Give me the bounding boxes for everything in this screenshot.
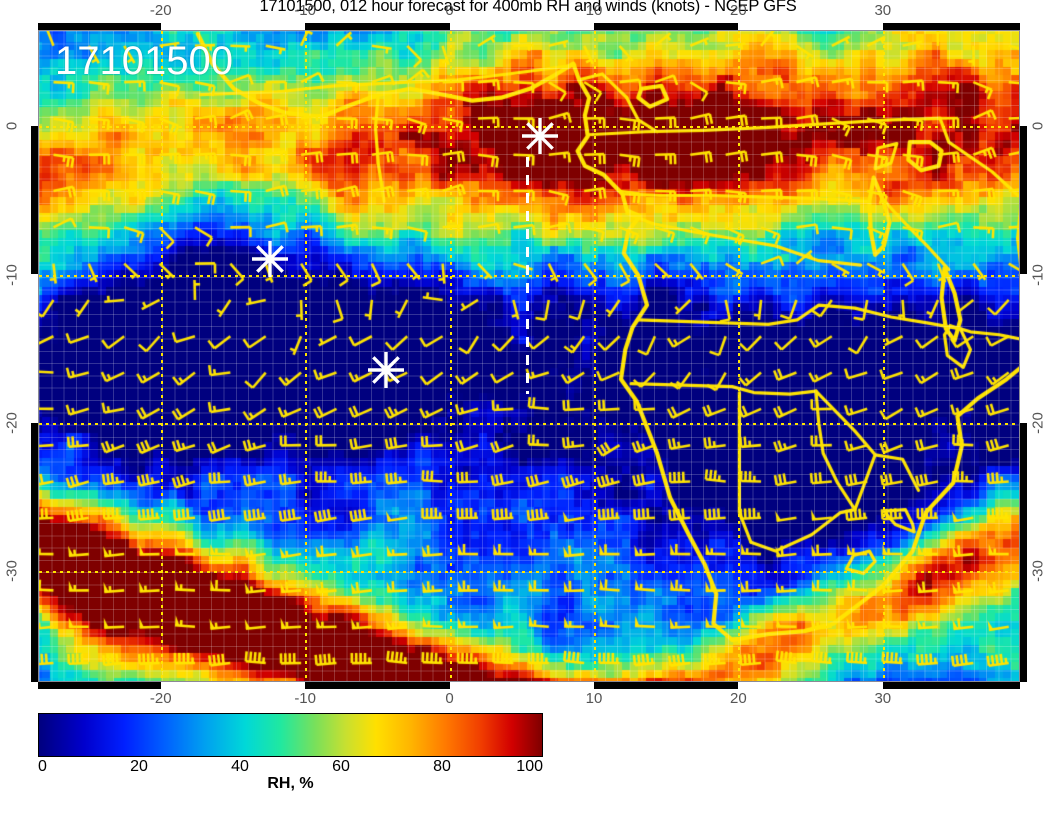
axis-segment bbox=[38, 23, 161, 30]
axis-segment bbox=[38, 682, 161, 689]
y-tick-label-right: -20 bbox=[1029, 411, 1047, 434]
axis-segment bbox=[1020, 570, 1027, 682]
x-tick-label-top: 20 bbox=[730, 2, 747, 19]
colorbar-tick-label: 100 bbox=[516, 758, 543, 775]
track-line bbox=[525, 156, 529, 395]
colorbar-label: RH, % bbox=[267, 775, 314, 792]
axis-segment bbox=[882, 23, 1020, 30]
x-tick-label-bottom: 10 bbox=[585, 690, 603, 707]
x-tick-label-bottom: -20 bbox=[149, 690, 172, 707]
colorbar-tick-label: 80 bbox=[433, 758, 451, 775]
axis-segment bbox=[593, 23, 739, 30]
axis-segment bbox=[31, 570, 38, 682]
x-tick-label-top: 10 bbox=[585, 2, 603, 19]
wind-barb-layer bbox=[39, 31, 1019, 681]
x-tick-label-top: -20 bbox=[149, 2, 172, 19]
axis-segment bbox=[305, 23, 450, 30]
x-tick-label-bottom: 0 bbox=[445, 690, 454, 707]
x-tick-label-bottom: 20 bbox=[730, 690, 747, 707]
x-tick-label-bottom: -10 bbox=[294, 690, 316, 707]
colorbar-tick-label: 60 bbox=[332, 758, 350, 775]
colorbar-gradient bbox=[38, 713, 543, 757]
y-tick-label-left: -30 bbox=[3, 560, 21, 582]
x-axis-scalebar bbox=[38, 682, 1020, 689]
y-tick-label-right: 0 bbox=[1029, 122, 1047, 131]
y-axis-scalebar bbox=[1020, 30, 1027, 682]
axis-segment bbox=[593, 682, 739, 689]
x-tick-label-top: -10 bbox=[294, 2, 316, 19]
station-marker-1 bbox=[518, 114, 562, 158]
y-tick-label-right: -10 bbox=[1029, 263, 1047, 286]
x-axis-scalebar bbox=[38, 23, 1020, 30]
axis-segment bbox=[305, 682, 450, 689]
y-tick-label-right: -30 bbox=[1029, 560, 1047, 582]
x-tick-label-top: 0 bbox=[445, 2, 454, 19]
timestamp-stamp: 17101500 bbox=[55, 39, 233, 83]
forecast-map[interactable]: 17101500 bbox=[38, 30, 1020, 682]
colorbar-tick-label: 20 bbox=[130, 758, 148, 775]
colorbar-tick-label: 40 bbox=[231, 758, 249, 775]
page-title: 17101500, 012 hour forecast for 400mb RH… bbox=[259, 0, 797, 15]
y-tick-label-left: -10 bbox=[3, 263, 21, 286]
colorbar-ticks: 0 20 40 60 80 100 bbox=[38, 757, 543, 779]
x-tick-label-bottom: 30 bbox=[874, 690, 892, 707]
axis-segment bbox=[31, 126, 38, 275]
colorbar-tick-label: 0 bbox=[38, 758, 47, 775]
axis-segment bbox=[1020, 422, 1027, 571]
x-tick-label-top: 30 bbox=[874, 2, 892, 19]
axis-segment bbox=[1020, 126, 1027, 275]
colorbar[interactable]: 0 20 40 60 80 100 bbox=[38, 713, 543, 779]
axis-segment bbox=[31, 422, 38, 571]
y-tick-label-left: 0 bbox=[3, 122, 21, 131]
station-marker-3 bbox=[364, 348, 408, 392]
axis-segment bbox=[882, 682, 1020, 689]
y-tick-label-left: -20 bbox=[3, 411, 21, 434]
y-axis-scalebar bbox=[31, 30, 38, 682]
station-marker-2 bbox=[248, 237, 292, 281]
